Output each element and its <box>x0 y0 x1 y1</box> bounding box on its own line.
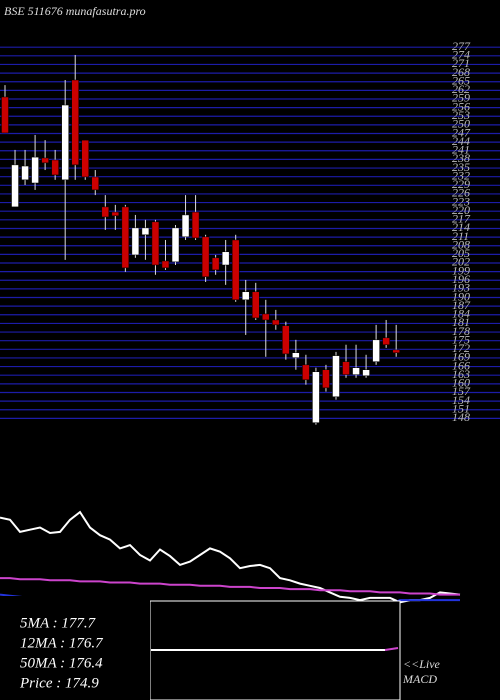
candle-body <box>151 221 160 266</box>
y-tick-label: 274 <box>452 48 470 62</box>
y-tick-label: 277 <box>452 39 471 53</box>
candle-body <box>332 355 340 398</box>
y-tick-label: 226 <box>452 186 470 200</box>
candle-body <box>241 291 250 301</box>
candle-body <box>272 319 280 326</box>
y-tick-label: 205 <box>452 246 470 260</box>
y-tick-label: 265 <box>452 73 470 87</box>
candle-body <box>111 211 120 217</box>
candle-body <box>231 239 240 301</box>
candle-body <box>181 214 190 238</box>
live-label: <<Live <box>403 657 441 671</box>
indicator-line <box>0 577 460 596</box>
y-tick-label: 187 <box>452 298 471 312</box>
y-tick-label: 256 <box>452 99 470 113</box>
y-tick-label: 244 <box>452 134 470 148</box>
candle-body <box>171 227 180 263</box>
candle-body <box>252 291 260 319</box>
candle-body <box>372 339 380 362</box>
y-tick-label: 238 <box>452 151 470 165</box>
candle-body <box>41 157 49 164</box>
y-tick-label: 160 <box>452 376 470 390</box>
y-tick-label: 208 <box>452 237 470 251</box>
candle-body <box>161 260 170 269</box>
candle-body <box>91 176 100 191</box>
candle-body <box>81 139 89 178</box>
candle-body <box>352 367 360 375</box>
candle-body <box>362 369 370 377</box>
y-tick-label: 220 <box>452 203 470 217</box>
candle-body <box>221 251 230 266</box>
y-tick-label: 184 <box>452 307 470 321</box>
y-tick-label: 235 <box>452 160 470 174</box>
y-tick-label: 247 <box>452 125 471 139</box>
y-tick-label: 148 <box>452 410 470 424</box>
macd-signal <box>384 647 399 651</box>
y-tick-label: 232 <box>452 168 470 182</box>
y-tick-label: 181 <box>452 315 470 329</box>
candle-body <box>1 96 9 134</box>
y-tick-label: 250 <box>452 117 470 131</box>
candle-body <box>201 236 210 278</box>
y-tick-label: 169 <box>452 350 470 364</box>
candle-body <box>382 337 390 345</box>
y-tick-label: 271 <box>452 56 470 70</box>
ma-box <box>0 596 150 700</box>
y-tick-label: 175 <box>452 332 470 346</box>
y-tick-label: 202 <box>452 255 470 269</box>
candle-body <box>21 165 29 181</box>
indicator-line <box>0 510 461 604</box>
candle-body <box>292 352 300 358</box>
candle-body <box>31 156 39 184</box>
candle-body <box>71 79 79 166</box>
candle-body <box>282 325 290 355</box>
y-tick-label: 268 <box>452 65 470 79</box>
ma-label: 50MA : 176.4 <box>20 655 103 671</box>
candle-body <box>322 369 330 389</box>
y-tick-label: 151 <box>452 401 470 415</box>
y-tick-label: 253 <box>452 108 470 122</box>
candle-body <box>141 227 150 236</box>
y-tick-label: 229 <box>452 177 470 191</box>
y-tick-label: 262 <box>452 82 470 96</box>
y-tick-label: 217 <box>452 212 471 226</box>
y-tick-label: 163 <box>452 367 470 381</box>
y-tick-label: 214 <box>452 220 470 234</box>
ma-label: 5MA : 177.7 <box>20 615 97 631</box>
chart-title: BSE 511676 munafasutra.pro <box>4 4 146 18</box>
candle-body <box>11 164 19 208</box>
live-label: MACD <box>402 672 437 686</box>
candle-body <box>191 211 200 239</box>
y-tick-label: 223 <box>452 194 470 208</box>
y-tick-label: 172 <box>452 341 470 355</box>
candle-body <box>211 257 220 271</box>
candle-body <box>342 361 350 375</box>
y-tick-label: 211 <box>452 229 469 243</box>
y-tick-label: 154 <box>452 393 470 407</box>
candle-body <box>61 104 69 181</box>
candle-body <box>312 371 320 423</box>
candle-body <box>302 364 310 381</box>
candle-body <box>262 313 270 321</box>
candle-body <box>121 206 130 269</box>
y-tick-label: 193 <box>452 281 470 295</box>
y-tick-label: 166 <box>452 358 470 372</box>
ma-label: 12MA : 176.7 <box>20 635 104 651</box>
candle-body <box>131 227 140 256</box>
candle-body <box>51 159 59 176</box>
ma-label: Price : 174.9 <box>19 675 99 691</box>
y-tick-label: 259 <box>452 91 470 105</box>
y-tick-label: 178 <box>452 324 470 338</box>
y-tick-label: 196 <box>452 272 470 286</box>
y-tick-label: 190 <box>452 289 470 303</box>
y-tick-label: 157 <box>452 384 471 398</box>
y-tick-label: 199 <box>452 263 470 277</box>
candle-body <box>392 349 400 354</box>
y-tick-label: 241 <box>452 143 470 157</box>
candle-body <box>101 206 110 218</box>
